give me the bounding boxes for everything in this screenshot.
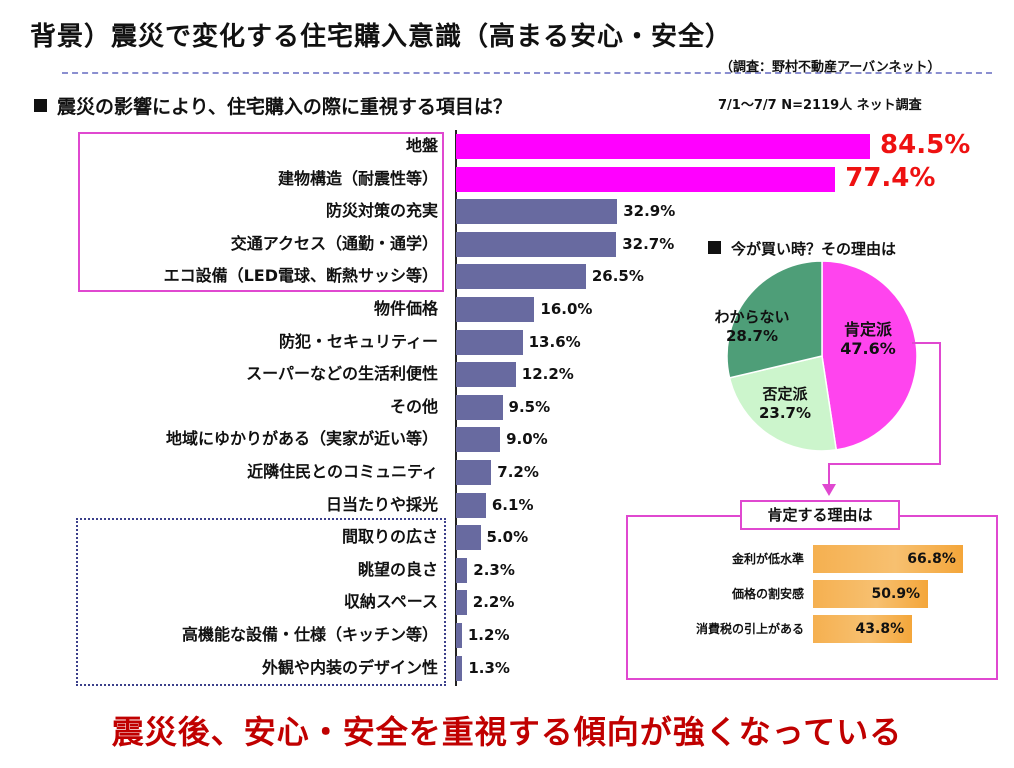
title-divider — [62, 72, 992, 74]
bar — [456, 492, 486, 518]
highlight-frame-space — [76, 518, 446, 686]
bar-category-label: 近隣住民とのコミュニティ — [247, 462, 438, 481]
square-bullet-icon — [34, 99, 47, 112]
bar-category-label: 日当たりや採光 — [325, 494, 438, 514]
pie-label-name: 肯定派 — [843, 320, 892, 339]
bar — [456, 655, 463, 681]
bar-category-label: 収納スペース — [343, 592, 438, 612]
reason-value: 50.9% — [871, 586, 921, 602]
pie-label-value: 23.7% — [758, 404, 812, 422]
bar — [456, 557, 468, 583]
bar — [456, 264, 586, 290]
pie-chart-title: 今が買い時？その理由は — [731, 240, 897, 258]
reason-value: 43.8% — [855, 621, 905, 637]
highlight-frame-safety — [78, 132, 444, 292]
pie-label-value: 28.7% — [725, 327, 779, 345]
reasons-title-box: 肯定する理由は — [740, 500, 900, 530]
bar-category-label: 建物構造（耐震性等） — [277, 168, 438, 188]
page-title: 背景）震災で変化する住宅購入意識（高まる安心・安全） — [30, 22, 733, 52]
bar-category-label: その他 — [389, 396, 438, 416]
pie-label-name: わからない — [714, 308, 790, 326]
reason-bar — [813, 615, 912, 643]
bar-value-label: 2.3% — [473, 560, 515, 579]
bar-value-label: 9.5% — [508, 397, 551, 416]
bar — [456, 329, 523, 355]
pie-label: 否定派 23.7% — [745, 385, 825, 423]
bar-category-label: 間取りの広さ — [341, 527, 438, 547]
bar-value-label: 1.2% — [467, 626, 510, 644]
bar — [456, 134, 871, 159]
conclusion-text: 震災後、安心・安全を重視する傾向が強くなっている — [111, 713, 903, 751]
bar-value-label: 32.7% — [622, 234, 675, 253]
bar-category-label: 眺望の良さ — [357, 559, 438, 579]
pie-label: わからない 28.7% — [712, 308, 792, 346]
reasons-panel — [626, 515, 998, 680]
bar — [456, 460, 492, 485]
bar-category-label: 交通アクセス（通勤・通学） — [230, 233, 438, 253]
bar-category-label: 高機能な設備・仕様（キッチン等） — [181, 625, 438, 644]
bar — [456, 362, 516, 388]
reason-value: 66.8% — [907, 551, 956, 567]
bar — [456, 166, 836, 192]
bar-value-label: 26.5% — [591, 267, 644, 286]
bar — [456, 590, 467, 616]
square-bullet-icon — [708, 241, 721, 254]
bar-value-label: 1.3% — [468, 658, 510, 677]
bar-category-label: 防犯・セキュリティー — [278, 331, 438, 351]
bar-value-label: 13.6% — [528, 332, 581, 351]
bar-category-label: 地域にゆかりがある（実家が近い等） — [165, 429, 438, 449]
bar-category-label: 防災対策の充実 — [325, 201, 438, 221]
bar-chart-heading: 震災の影響により、住宅購入の際に重視する項目は？ — [34, 92, 512, 119]
reasons-title: 肯定する理由は — [767, 506, 873, 524]
bar-value-label: 77.4% — [845, 162, 936, 193]
bar — [456, 231, 617, 257]
bar-value-label: 2.2% — [472, 593, 515, 612]
bar-category-label: 外観や内装のデザイン性 — [261, 657, 438, 677]
bar-value-label: 16.0% — [540, 300, 593, 318]
bar-category-label: エコ設備（LED電球、断熱サッシ等） — [163, 266, 438, 286]
pie-label-value: 47.6% — [840, 339, 896, 358]
pie-label-name: 否定派 — [762, 385, 808, 403]
bar — [456, 525, 481, 551]
reason-label: 金利が低水準 — [731, 552, 804, 566]
reason-bar — [813, 580, 928, 608]
bar-value-label: 9.0% — [506, 430, 548, 449]
survey-info: 7/1～7/7 N=2119人 ネット調査 — [718, 98, 922, 113]
bar-category-label: 地盤 — [405, 136, 438, 155]
bar-value-label: 7.2% — [497, 463, 539, 481]
pie-slice-no — [728, 355, 838, 452]
bar-value-label: 84.5% — [880, 130, 971, 160]
bar-chart-title: 震災の影響により、住宅購入の際に重視する項目は？ — [57, 96, 512, 118]
reason-bar — [813, 545, 964, 573]
bar-value-label: 12.2% — [521, 365, 574, 384]
reason-label: 消費税の引上がある — [695, 622, 804, 636]
bar — [456, 199, 618, 225]
pie-chart-heading: 今が買い時？その理由は — [708, 238, 896, 259]
bar-value-label: 32.9% — [623, 202, 676, 221]
bar — [456, 297, 535, 322]
bar — [456, 623, 462, 648]
reason-label: 価格の割安感 — [731, 587, 804, 601]
bar-category-label: スーパーなどの生活利便性 — [246, 364, 438, 384]
bar — [456, 394, 503, 420]
bar — [456, 427, 501, 453]
bar-value-label: 5.0% — [486, 528, 529, 547]
pie-slice-unknown — [726, 260, 823, 379]
bar-category-label: 物件価格 — [373, 299, 438, 318]
connector-arrow-icon — [822, 484, 836, 496]
source-note: （調査：野村不動産アーバンネット） — [720, 60, 941, 75]
bar-value-label: 6.1% — [491, 495, 534, 514]
pie-label: 肯定派 47.6% — [828, 320, 908, 358]
